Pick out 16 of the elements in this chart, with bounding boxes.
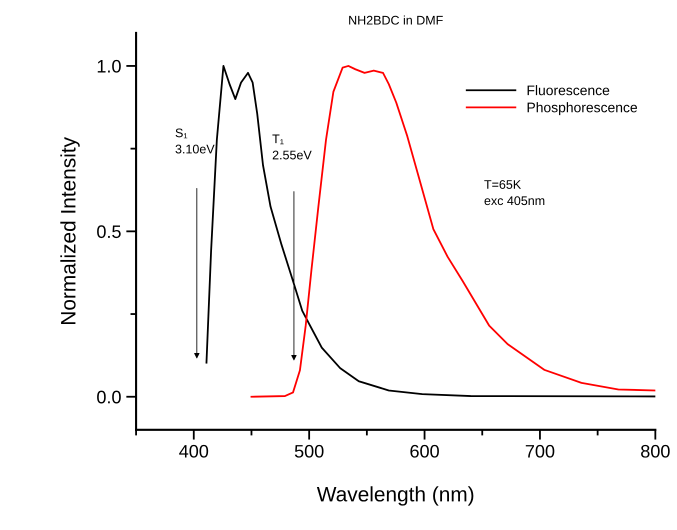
annotation: T₁ 2.55eV bbox=[272, 134, 312, 160]
x-axis-title: Wavelength (nm) bbox=[316, 486, 474, 506]
x-tick-label: 400 bbox=[179, 444, 208, 458]
x-tick-label: 800 bbox=[641, 444, 670, 458]
legend-label: Phosphorescence bbox=[528, 102, 638, 116]
annotation: S₁ 3.10eV bbox=[176, 128, 215, 154]
y-tick-label: 0.0 bbox=[97, 390, 121, 404]
x-tick-label: 500 bbox=[294, 444, 324, 458]
x-tick-label: 700 bbox=[526, 444, 554, 458]
chart-title: NH2BDC in DMF bbox=[349, 15, 443, 25]
x-tick-label: 600 bbox=[410, 444, 439, 458]
legend-label: Fluorescence bbox=[528, 85, 610, 96]
annotation: T=65K exc 405nm bbox=[484, 180, 544, 206]
y-tick-label: 1.0 bbox=[98, 60, 121, 73]
y-axis-title: Normalized Intensity bbox=[60, 137, 80, 324]
y-tick-label: 0.5 bbox=[97, 225, 121, 238]
